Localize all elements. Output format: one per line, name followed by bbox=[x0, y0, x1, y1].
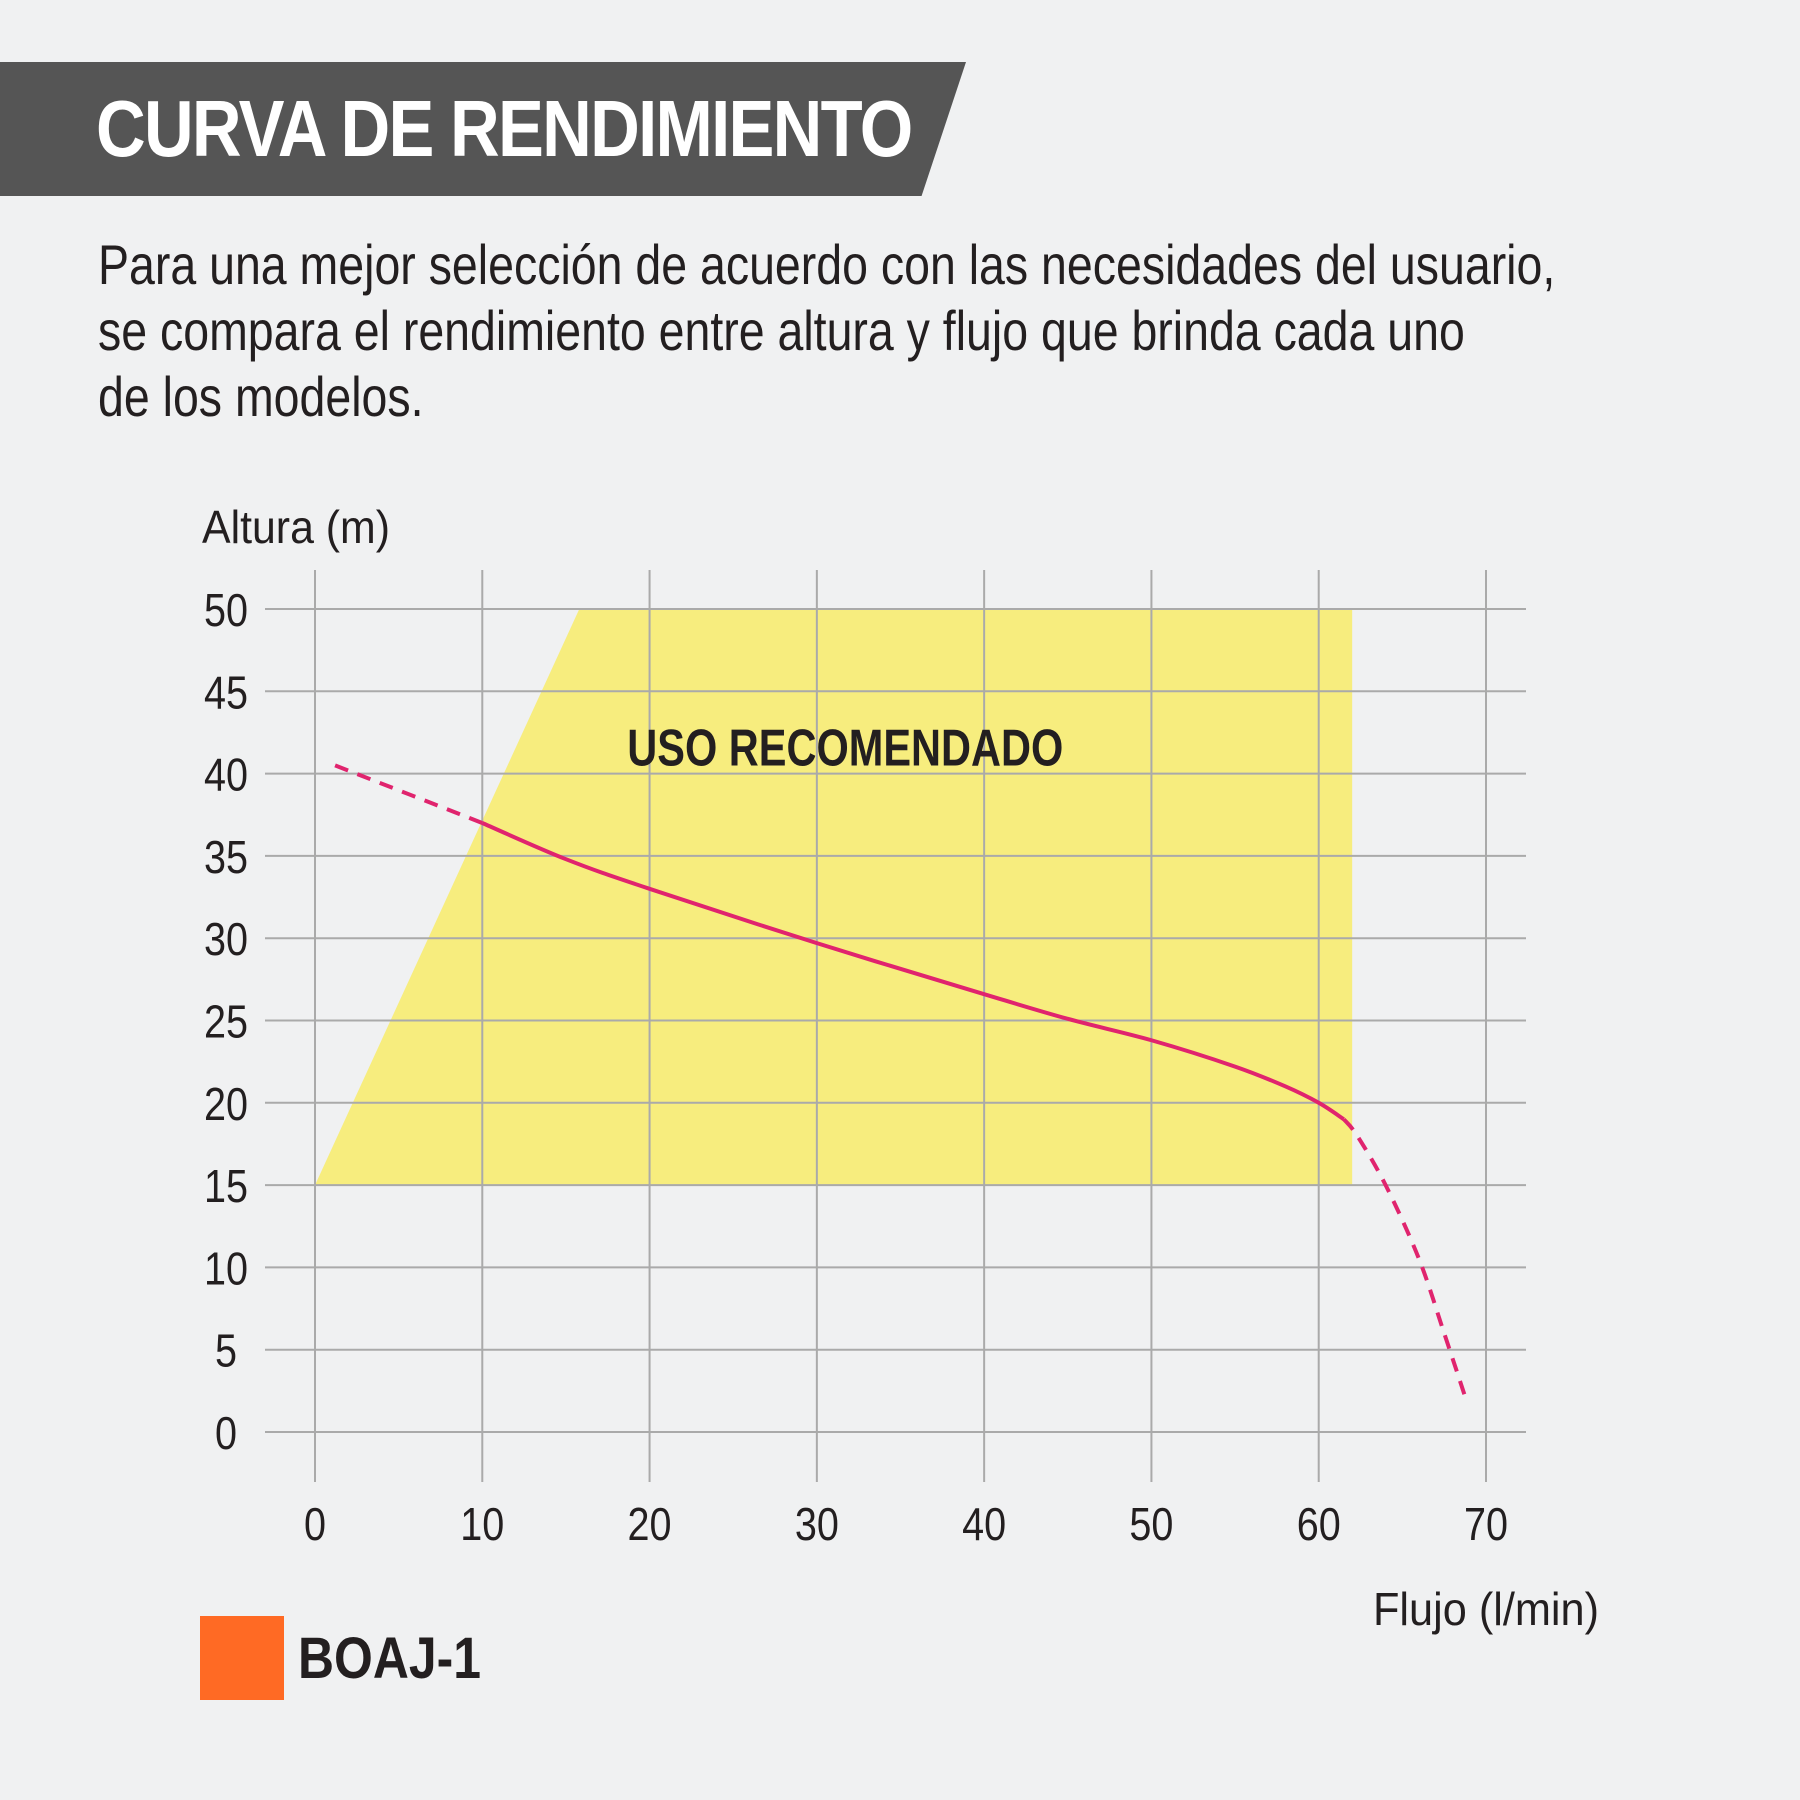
page-title: CURVA DE RENDIMIENTO bbox=[96, 84, 913, 173]
y-tick-label: 50 bbox=[204, 585, 248, 636]
recommended-zone-label: USO RECOMENDADO bbox=[627, 720, 1063, 778]
y-tick-label: 25 bbox=[204, 997, 248, 1048]
intro-text: Para una mejor selección de acuerdo con … bbox=[98, 232, 1675, 430]
legend: BOAJ-1 bbox=[200, 1616, 511, 1700]
x-tick-label: 40 bbox=[962, 1499, 1006, 1550]
x-tick-label: 50 bbox=[1129, 1499, 1173, 1550]
y-tick-label: 40 bbox=[204, 750, 248, 801]
series-line-dashed-end bbox=[1342, 1117, 1468, 1400]
title-banner bbox=[0, 62, 966, 196]
recommended-zone bbox=[315, 609, 1353, 1186]
legend-swatch bbox=[200, 1616, 284, 1700]
intro-line: de los modelos. bbox=[98, 365, 424, 428]
y-tick-label: 15 bbox=[204, 1161, 248, 1212]
y-tick-label: 35 bbox=[204, 832, 248, 883]
x-tick-label: 70 bbox=[1464, 1499, 1508, 1550]
legend-label: BOAJ-1 bbox=[298, 1625, 481, 1691]
y-tick-label: 45 bbox=[204, 668, 248, 719]
x-tick-label: 0 bbox=[304, 1499, 326, 1550]
y-tick-label: 10 bbox=[204, 1244, 248, 1295]
series-line-dashed-start bbox=[334, 763, 484, 825]
y-tick-label: 0 bbox=[215, 1408, 237, 1459]
series-line-solid bbox=[481, 821, 1345, 1121]
x-tick-label: 60 bbox=[1297, 1499, 1341, 1550]
x-tick-label: 10 bbox=[460, 1499, 504, 1550]
y-tick-label: 5 bbox=[215, 1326, 237, 1377]
y-tick-label: 30 bbox=[204, 914, 248, 965]
intro-line: se compara el rendimiento entre altura y… bbox=[98, 299, 1465, 362]
x-tick-label: 20 bbox=[628, 1499, 672, 1550]
y-tick-label: 20 bbox=[204, 1079, 248, 1130]
y-axis-label: Altura (m) bbox=[202, 501, 390, 553]
intro-line: Para una mejor selección de acuerdo con … bbox=[98, 233, 1556, 296]
x-axis-label: Flujo (l/min) bbox=[1373, 1583, 1599, 1635]
x-tick-label: 30 bbox=[795, 1499, 839, 1550]
